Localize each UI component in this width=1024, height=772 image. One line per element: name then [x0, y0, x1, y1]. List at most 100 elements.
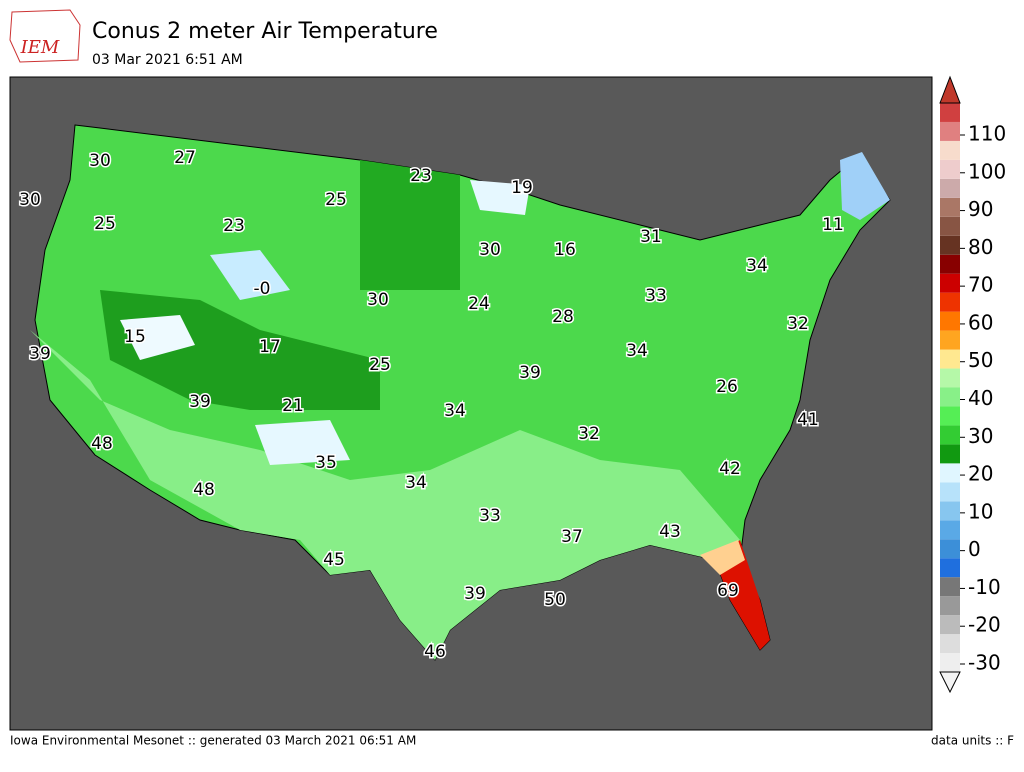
temp-label: 30 — [89, 151, 111, 171]
temp-label: 39 — [519, 363, 541, 383]
colorbar-swatch — [940, 615, 960, 635]
colorbar-swatch — [940, 273, 960, 293]
colorbar-tick-label: 70 — [968, 273, 993, 297]
temp-label: 16 — [554, 240, 576, 260]
temp-label: 34 — [405, 473, 427, 493]
colorbar-swatch — [940, 482, 960, 502]
temp-label: 46 — [424, 642, 446, 662]
temp-label: 15 — [124, 327, 146, 347]
colorbar-swatch — [940, 178, 960, 198]
temp-label: 33 — [479, 506, 501, 526]
cold-region — [360, 160, 460, 290]
colorbar-tick-label: 100 — [968, 159, 1006, 183]
temp-label: -0 — [254, 279, 271, 299]
temp-label: 28 — [552, 307, 574, 327]
warm-region — [30, 330, 740, 660]
colorbar-tick-label: 50 — [968, 348, 993, 372]
temp-label: 43 — [659, 522, 681, 542]
colorbar-tick-label: 110 — [968, 122, 1006, 146]
temp-label: 24 — [468, 294, 490, 314]
colorbar-swatch — [940, 596, 960, 616]
temp-label: 48 — [193, 480, 215, 500]
logo: IEM — [9, 9, 81, 63]
temp-label: 32 — [787, 314, 809, 334]
temp-label: 39 — [29, 344, 51, 364]
temp-label: 19 — [511, 178, 533, 198]
temp-label: 32 — [578, 424, 600, 444]
colorbar-swatch — [940, 577, 960, 597]
footer-left: Iowa Environmental Mesonet :: generated … — [10, 734, 416, 748]
temp-label: 11 — [822, 215, 844, 235]
cold-region — [210, 250, 290, 300]
temp-label: 30 — [479, 240, 501, 260]
temp-label: 25 — [94, 214, 116, 234]
colorbar-swatch — [940, 387, 960, 407]
colorbar-swatch — [940, 653, 960, 672]
temp-label: 21 — [282, 396, 304, 416]
temp-label: 45 — [323, 550, 345, 570]
colorbar-tick-label: 30 — [968, 424, 993, 448]
temp-label: 33 — [645, 286, 667, 306]
colorbar-tick-label: -30 — [968, 651, 1001, 675]
colorbar-swatch — [940, 216, 960, 236]
temp-label: 37 — [561, 527, 583, 547]
colorbar-tick-label: -10 — [968, 575, 1001, 599]
colorbar-swatch — [940, 311, 960, 331]
map: 30 27 23 19 25 25 23 -0 30 16 31 11 34 15 17 30 24 28 33 39… — [18, 124, 891, 664]
colorbar-swatch — [940, 444, 960, 464]
temp-label: 41 — [797, 410, 819, 430]
colorbar-tick-label: 40 — [968, 386, 993, 410]
colorbar-swatch — [940, 292, 960, 312]
colorbar-tick-label: 20 — [968, 462, 993, 486]
title: Conus 2 meter Air Temperature — [92, 19, 438, 44]
temp-label: 27 — [174, 148, 196, 168]
warm-band — [700, 540, 745, 575]
temp-label: 30 — [19, 190, 41, 210]
colorbar-swatch — [940, 558, 960, 578]
colorbar-swatch — [940, 254, 960, 274]
colorbar-swatch — [940, 349, 960, 369]
colorbar-swatch — [940, 539, 960, 559]
colorbar-tick-label: 0 — [968, 537, 981, 561]
cold-region — [255, 420, 350, 465]
colorbar-swatch — [940, 330, 960, 350]
temp-label: 25 — [325, 190, 347, 210]
colorbar-tick-label: 80 — [968, 235, 993, 259]
colorbar-swatch — [940, 368, 960, 388]
colorbar-swatch — [940, 425, 960, 445]
temp-label: 30 — [367, 290, 389, 310]
colorbar-arrow — [939, 75, 961, 104]
subtitle: 03 Mar 2021 6:51 AM — [92, 52, 243, 68]
colorbar-swatch — [940, 406, 960, 426]
temp-label: 48 — [91, 434, 113, 454]
cold-region — [120, 315, 195, 360]
cold-region — [840, 152, 890, 220]
temp-label: 34 — [444, 401, 466, 421]
colorbar-swatch — [940, 634, 960, 654]
temp-label: 39 — [464, 584, 486, 604]
temp-label: 31 — [640, 227, 662, 247]
colorbar-tick-label: 60 — [968, 310, 993, 334]
temp-label: 23 — [223, 216, 245, 236]
colorbar-swatch — [940, 235, 960, 255]
temp-label: 50 — [544, 590, 566, 610]
colorbar: -30 -20 -10 0 10 20 30 40 50 60 70 80 90 100 110 — [939, 75, 1006, 694]
colorbar-swatch — [940, 159, 960, 179]
colorbar-swatch — [940, 197, 960, 217]
colorbar-swatch — [940, 140, 960, 160]
cold-region — [470, 180, 530, 215]
temp-label: 69 — [717, 581, 739, 601]
colorbar-swatch — [940, 463, 960, 483]
colorbar-tick-label: 90 — [968, 197, 993, 221]
colorbar-arrow — [939, 671, 961, 694]
colorbar-swatch — [940, 520, 960, 540]
colorbar-swatch — [940, 121, 960, 141]
temp-label: 26 — [716, 377, 738, 397]
temp-label: 42 — [719, 459, 741, 479]
colorbar-tick-label: -20 — [968, 613, 1001, 637]
temp-label: 25 — [369, 355, 391, 375]
footer-right: data units :: F — [931, 734, 1014, 748]
temp-label: 35 — [315, 453, 337, 473]
temp-label: 34 — [746, 256, 768, 276]
